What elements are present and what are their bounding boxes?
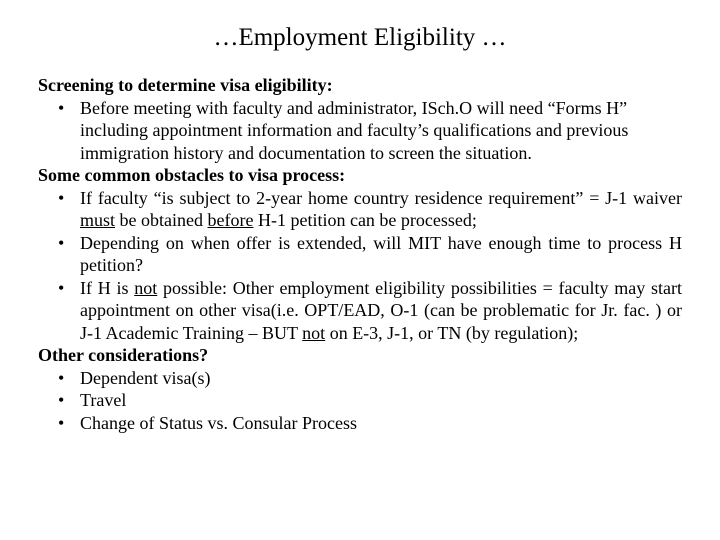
s2b3-not1: not bbox=[134, 278, 157, 298]
s2b1-part-a: If faculty “is subject to 2-year home co… bbox=[80, 188, 682, 208]
section3-bullet1: Dependent visa(s) bbox=[66, 367, 682, 390]
section2-bullet2: Depending on when offer is extended, wil… bbox=[66, 232, 682, 277]
section1-list: Before meeting with faculty and administ… bbox=[38, 97, 682, 165]
section2-bullet1: If faculty “is subject to 2-year home co… bbox=[66, 187, 682, 232]
s2b1-before: before bbox=[208, 210, 254, 230]
s2b3-part-c: on E-3, J-1, or TN (by regulation); bbox=[325, 323, 578, 343]
section1-bullet1: Before meeting with faculty and administ… bbox=[66, 97, 682, 165]
section2-heading: Some common obstacles to visa process: bbox=[38, 164, 682, 187]
section3-heading: Other considerations? bbox=[38, 344, 682, 367]
section2-bullet3: If H is not possible: Other employment e… bbox=[66, 277, 682, 345]
section3-bullet2: Travel bbox=[66, 389, 682, 412]
slide-title: …Employment Eligibility … bbox=[38, 24, 682, 52]
section1-heading: Screening to determine visa eligibility: bbox=[38, 74, 682, 97]
section3-bullet3: Change of Status vs. Consular Process bbox=[66, 412, 682, 435]
section2-list: If faculty “is subject to 2-year home co… bbox=[38, 187, 682, 345]
s2b3-part-a: If H is bbox=[80, 278, 134, 298]
s2b1-must: must bbox=[80, 210, 115, 230]
slide-container: …Employment Eligibility … Screening to d… bbox=[0, 0, 720, 454]
s2b3-not2: not bbox=[302, 323, 325, 343]
s2b1-part-c: H-1 petition can be processed; bbox=[253, 210, 476, 230]
s2b1-part-b: be obtained bbox=[115, 210, 207, 230]
section3-list: Dependent visa(s) Travel Change of Statu… bbox=[38, 367, 682, 435]
